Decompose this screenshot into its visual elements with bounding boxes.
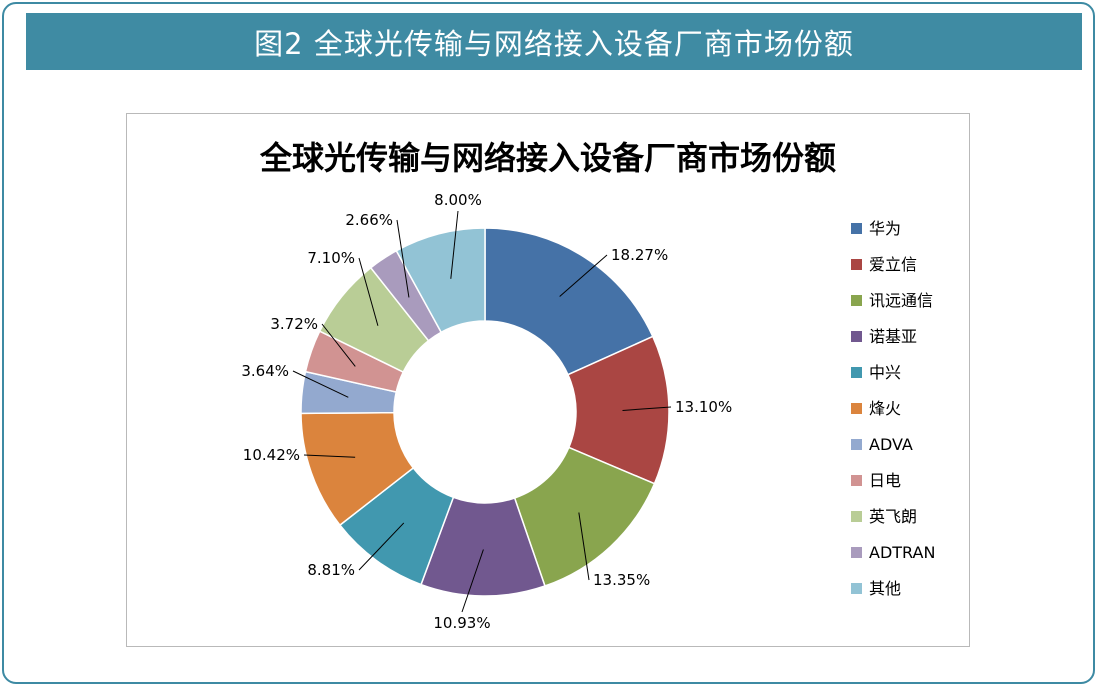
legend-swatch-10 bbox=[851, 547, 862, 558]
legend-swatch-8 bbox=[851, 475, 862, 486]
legend-label-1: 华为 bbox=[869, 219, 901, 238]
leader-line-4 bbox=[461, 549, 484, 613]
data-label-9: 7.10% bbox=[307, 249, 355, 267]
chart-area: 全球光传输与网络接入设备厂商市场份额 18.27% 13.10% 13.35% 10.… bbox=[126, 113, 970, 647]
data-labels: 18.27% 13.10% 13.35% 10.93% 8.81% 10.42% 3.64%… bbox=[241, 191, 732, 632]
legend-label-11: 其他 bbox=[869, 579, 901, 598]
donut-slice-1 bbox=[484, 227, 654, 376]
leader-line-1 bbox=[559, 254, 608, 297]
legend-swatch-7 bbox=[851, 439, 862, 450]
legend-swatch-9 bbox=[851, 511, 862, 522]
data-label-7: 3.64% bbox=[241, 362, 289, 380]
legend-label-10: ADTRAN bbox=[869, 543, 935, 562]
figure-title: 图2 全球光传输与网络接入设备厂商市场份额 bbox=[254, 26, 854, 61]
data-label-3: 13.35% bbox=[593, 571, 650, 589]
leader-line-11 bbox=[450, 210, 459, 279]
data-label-5: 8.81% bbox=[307, 561, 355, 579]
data-label-6: 10.42% bbox=[243, 446, 300, 464]
data-label-2: 13.10% bbox=[675, 398, 732, 416]
data-label-1: 18.27% bbox=[611, 246, 668, 264]
legend-label-4: 诺基亚 bbox=[869, 327, 917, 346]
figure-title-banner: 图2 全球光传输与网络接入设备厂商市场份额 bbox=[26, 13, 1082, 70]
leader-line-3 bbox=[578, 512, 590, 581]
leader-line-6 bbox=[303, 454, 356, 458]
legend-swatch-4 bbox=[851, 331, 862, 342]
legend-swatch-1 bbox=[851, 223, 862, 234]
data-label-10: 2.66% bbox=[345, 211, 393, 229]
chart-title: 全球光传输与网络接入设备厂商市场份额 bbox=[259, 139, 836, 177]
data-label-11: 8.00% bbox=[434, 191, 482, 209]
legend-swatch-3 bbox=[851, 295, 862, 306]
data-label-8: 3.72% bbox=[270, 315, 318, 333]
leader-line-7 bbox=[292, 370, 349, 398]
legend-swatch-2 bbox=[851, 259, 862, 270]
legend-swatch-6 bbox=[851, 403, 862, 414]
donut-slice-11 bbox=[395, 227, 486, 334]
legend-swatch-5 bbox=[851, 367, 862, 378]
legend-label-7: ADVA bbox=[869, 435, 913, 454]
leader-line-9 bbox=[358, 257, 379, 326]
legend-label-6: 烽火 bbox=[869, 399, 901, 418]
leader-line-10 bbox=[396, 219, 410, 298]
legend-label-2: 爱立信 bbox=[869, 255, 917, 274]
donut-slices bbox=[300, 227, 670, 597]
data-label-4: 10.93% bbox=[433, 614, 490, 632]
donut-chart: 全球光传输与网络接入设备厂商市场份额 18.27% 13.10% 13.35% 10.… bbox=[241, 139, 935, 632]
leader-line-5 bbox=[358, 522, 405, 571]
legend-label-5: 中兴 bbox=[869, 363, 901, 382]
legend-label-8: 日电 bbox=[869, 471, 901, 490]
legend-swatch-11 bbox=[851, 583, 862, 594]
leader-line-8 bbox=[321, 323, 356, 367]
legend-label-3: 讯远通信 bbox=[869, 291, 933, 310]
legend-label-9: 英飞朗 bbox=[869, 507, 917, 526]
leader-line-2 bbox=[622, 406, 672, 411]
